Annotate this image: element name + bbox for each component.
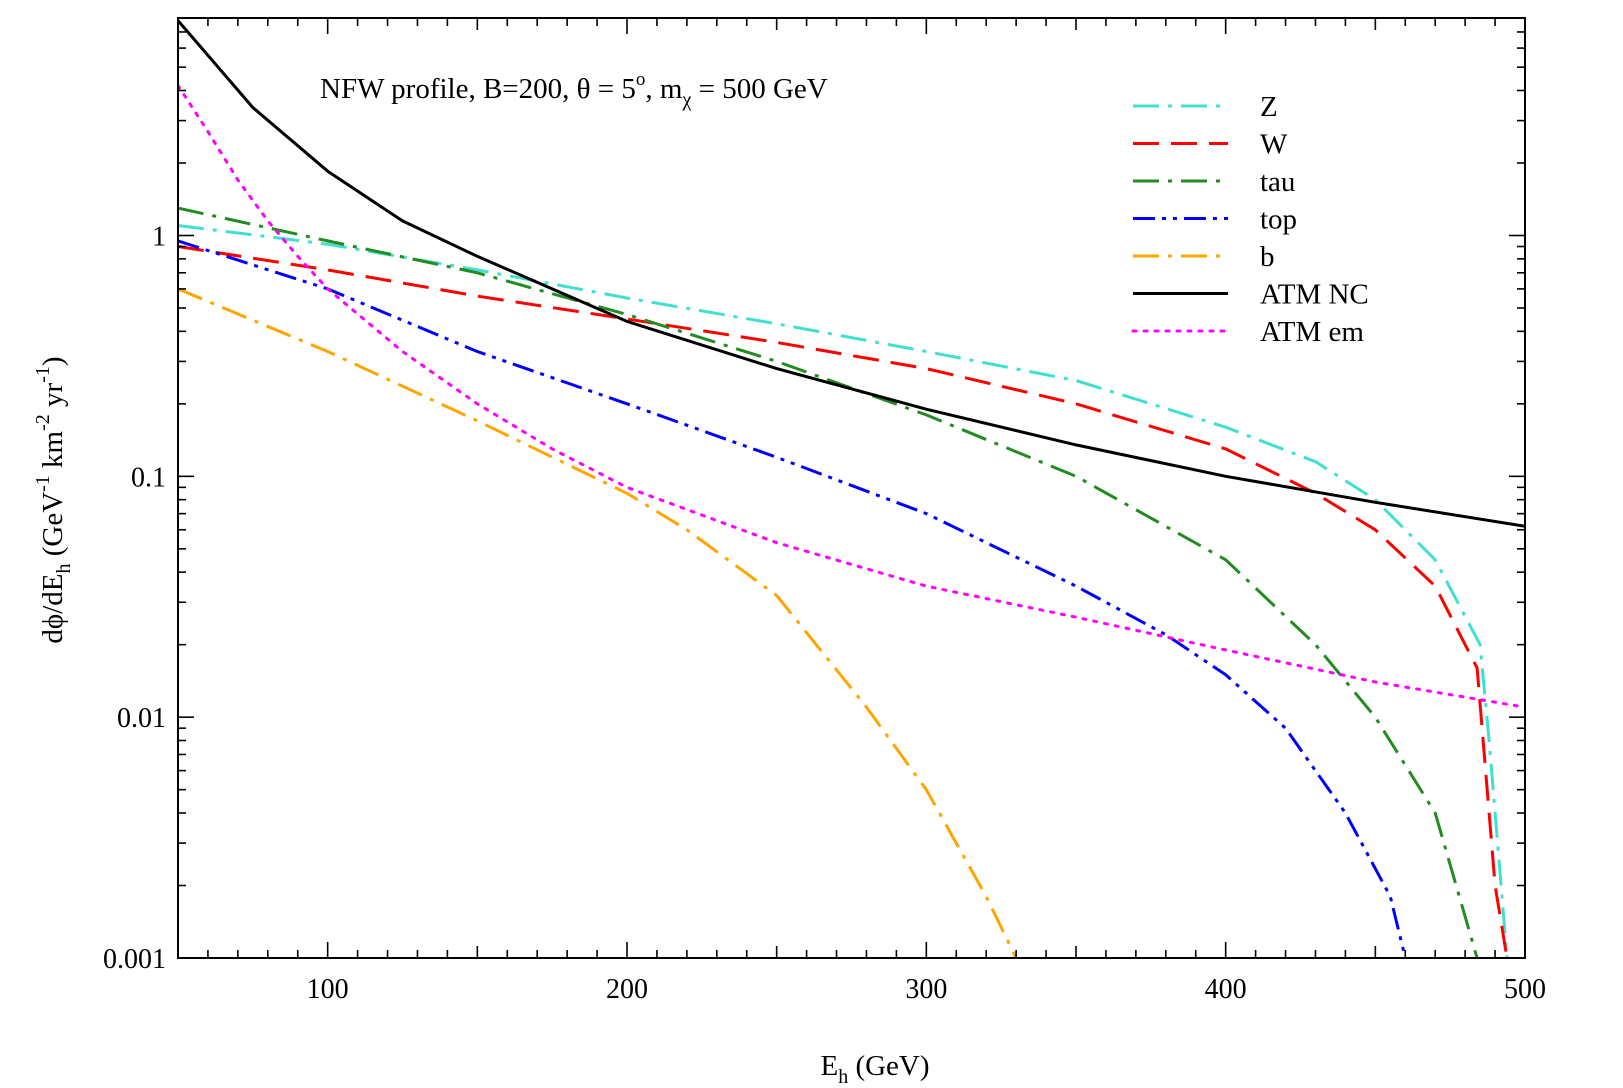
series-line-atm-em: [178, 83, 1525, 709]
series-line-b: [178, 287, 1018, 958]
legend-label-atm-em: ATM em: [1260, 316, 1364, 348]
y-axis-label-p3: km: [37, 430, 69, 475]
annotation-suffix: = 500 GeV: [691, 73, 827, 105]
y-axis-label-s1: h: [53, 564, 75, 574]
y-axis-label-p4: yr: [37, 382, 69, 414]
annotation: NFW profile, B=200, θ = 5o, mχ = 500 GeV: [320, 69, 828, 111]
series-line-tau: [178, 206, 1479, 958]
legend-label-top: top: [1260, 204, 1297, 236]
y-tick-label: 1: [152, 221, 166, 252]
y-axis-label-p1: dϕ/dE: [37, 574, 69, 644]
series-line-top: [178, 239, 1407, 958]
x-tick-label: 400: [1205, 974, 1247, 1005]
legend-label-atm-nc: ATM NC: [1260, 279, 1369, 311]
x-tick-label: 500: [1504, 974, 1546, 1005]
legend-label-tau: tau: [1260, 166, 1295, 198]
y-tick-label: 0.1: [131, 462, 166, 493]
series-line-atm-nc: [178, 19, 1525, 528]
x-axis-label-sub: h: [838, 1066, 848, 1088]
y-tick-label: 0.001: [103, 944, 166, 975]
y-axis-label-e1: -1: [32, 475, 54, 492]
legend-label-b: b: [1260, 241, 1275, 273]
y-axis-label-e2: -2: [32, 414, 54, 431]
y-axis-label-e3: -1: [32, 366, 54, 383]
y-tick-label: 0.01: [117, 703, 166, 734]
y-axis-label-p2: (GeV: [37, 492, 69, 564]
y-axis-label-p5: ): [37, 356, 69, 366]
x-tick-label: 300: [905, 974, 947, 1005]
plot-frame: [177, 17, 1526, 959]
x-axis-label: Eh (GeV): [820, 1050, 929, 1088]
legend-label-w: W: [1260, 129, 1288, 161]
x-tick-label: 100: [307, 974, 349, 1005]
annotation-prefix: NFW profile, B=200, θ = 5: [320, 73, 636, 105]
x-axis-label-unit: (GeV): [848, 1050, 929, 1082]
legend-label-z: Z: [1260, 91, 1278, 123]
y-axis-label: dϕ/dEh (GeV-1 km-2 yr-1): [32, 356, 75, 643]
x-tick-label: 200: [606, 974, 648, 1005]
annotation-degree: o: [636, 69, 646, 90]
plot-area: [178, 19, 1525, 958]
annotation-sub: χ: [681, 89, 691, 111]
x-axis-label-main: E: [820, 1050, 838, 1082]
annotation-mid: , m: [645, 73, 683, 105]
series-line-w: [178, 245, 1509, 958]
axis-ticks: 100 200 300 400 500 0.001 0.01 0.1 1: [103, 17, 1546, 1005]
